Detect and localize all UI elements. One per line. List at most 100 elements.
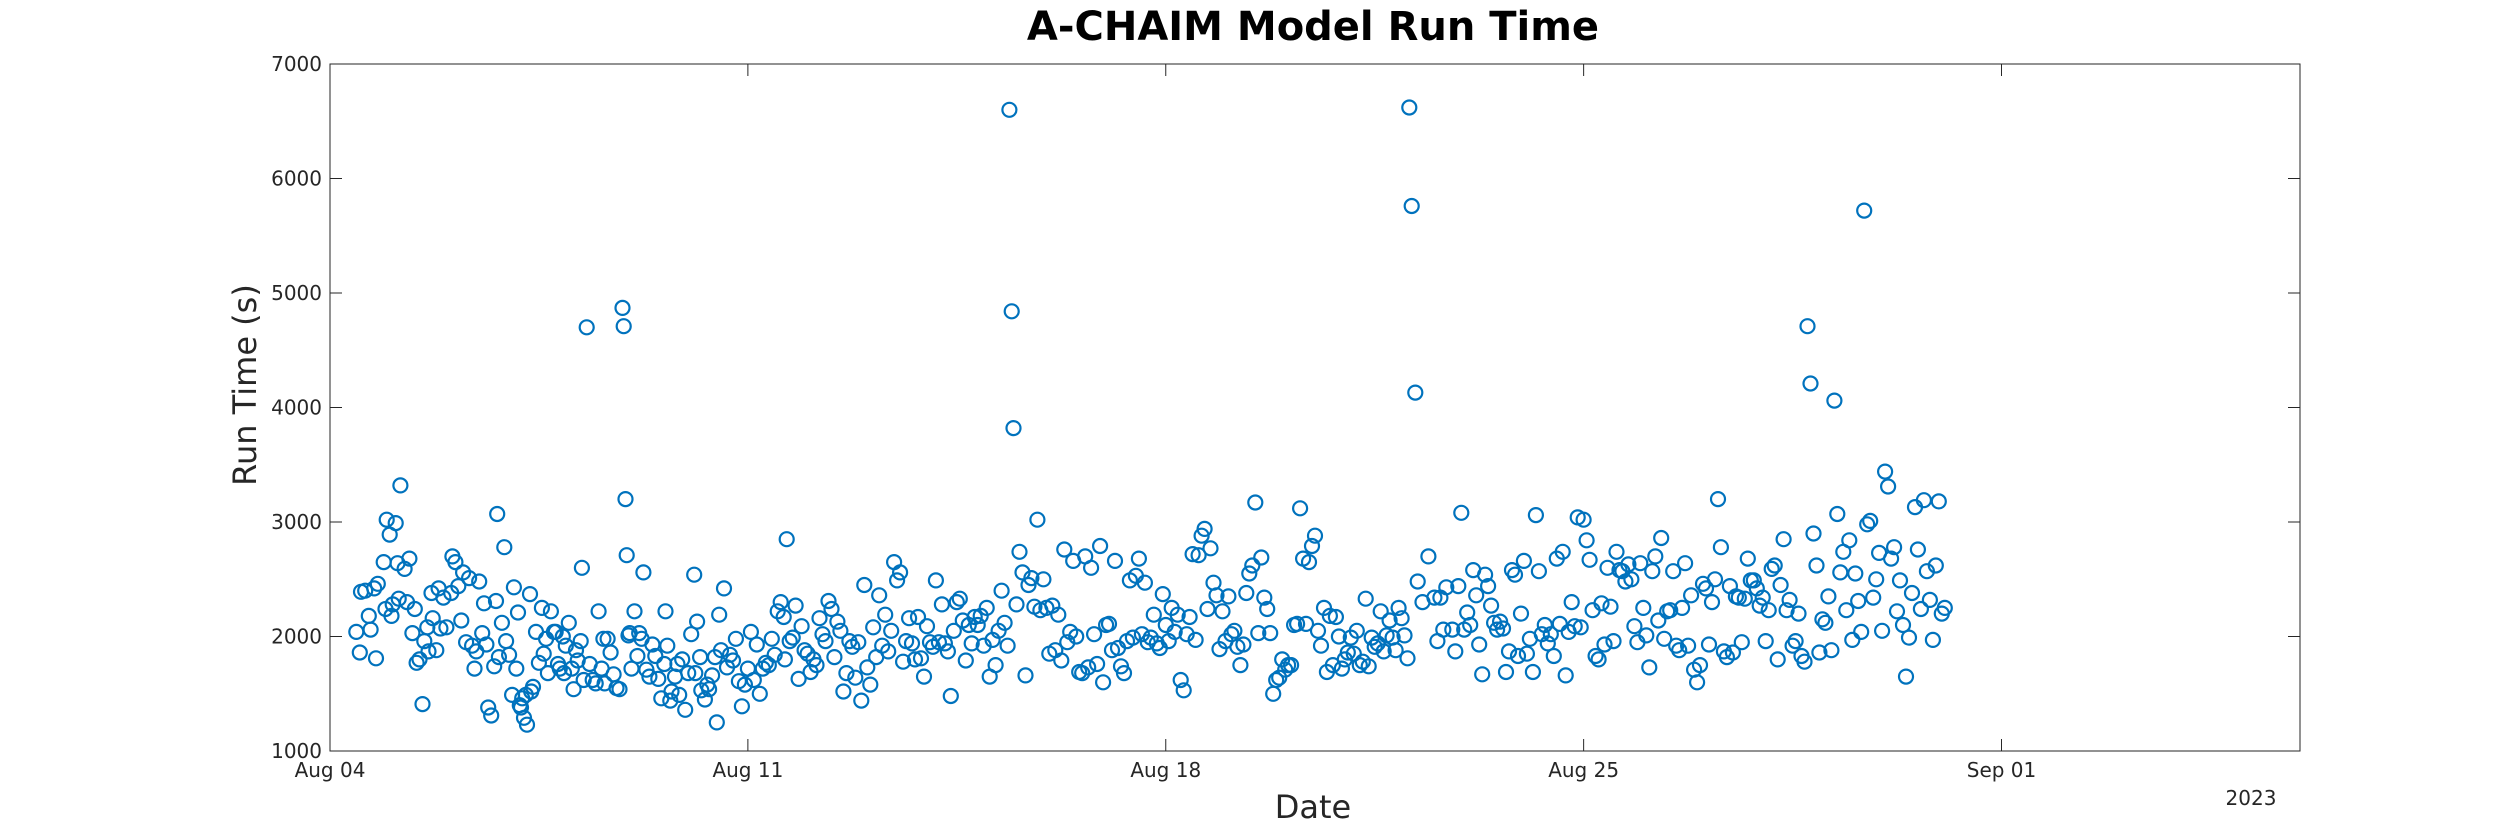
data-point — [1605, 632, 1622, 650]
data-point — [657, 603, 674, 620]
data-point — [1581, 551, 1598, 568]
data-point — [1868, 571, 1885, 588]
data-point — [1250, 624, 1267, 642]
data-point — [1085, 626, 1103, 643]
data-point — [683, 626, 700, 643]
data-point — [865, 619, 882, 636]
data-point — [832, 622, 849, 639]
data-point — [420, 643, 437, 660]
data-point — [453, 612, 470, 629]
chart-title: A-CHAIM Model Run Time — [1027, 4, 1599, 50]
data-point — [1781, 591, 1798, 609]
data-point — [727, 630, 745, 647]
data-point — [1348, 622, 1365, 639]
data-point — [1865, 589, 1882, 606]
data-point — [650, 670, 667, 688]
data-point — [1626, 618, 1643, 635]
data-point — [557, 637, 574, 654]
data-point — [1885, 539, 1903, 556]
data-point — [1393, 610, 1410, 627]
data-point — [362, 621, 379, 638]
data-point — [1256, 589, 1273, 606]
data-point — [590, 603, 607, 620]
data-point — [1330, 628, 1348, 645]
data-point — [1927, 557, 1944, 574]
data-point — [1145, 606, 1162, 623]
data-point — [615, 318, 632, 335]
data-point — [1635, 599, 1652, 617]
data-point — [766, 646, 783, 663]
y-tick-label: 2000 — [271, 625, 322, 649]
data-point — [424, 610, 441, 627]
data-point — [1608, 543, 1625, 560]
data-point — [674, 651, 691, 668]
data-point — [1745, 572, 1762, 589]
data-point — [1900, 629, 1918, 646]
data-point — [993, 582, 1010, 599]
data-point — [1471, 636, 1488, 653]
data-point — [1936, 599, 1953, 617]
year-label: 2023 — [2226, 786, 2277, 810]
data-point — [880, 643, 897, 660]
data-point — [1671, 642, 1688, 659]
data-point — [1468, 587, 1485, 604]
data-point — [1596, 636, 1613, 653]
y-axis-label: Run Time (s) — [226, 284, 264, 486]
data-point — [906, 651, 924, 668]
data-point — [1106, 552, 1124, 570]
data-point — [554, 628, 571, 645]
data-point — [778, 531, 795, 548]
data-point — [1838, 602, 1855, 619]
data-point — [533, 599, 551, 617]
data-point — [784, 629, 801, 646]
data-point — [763, 630, 780, 647]
data-point — [1814, 611, 1831, 628]
data-point — [1214, 603, 1231, 620]
data-point — [428, 642, 445, 659]
data-point — [1587, 647, 1604, 665]
data-point — [748, 636, 765, 653]
data-point — [671, 686, 688, 704]
data-point — [1602, 598, 1619, 615]
data-point — [742, 623, 760, 641]
data-point — [1479, 577, 1497, 595]
data-point — [1653, 529, 1670, 547]
data-point — [641, 668, 658, 685]
data-point — [369, 575, 386, 592]
data-point — [1524, 663, 1542, 681]
data-point — [1011, 543, 1028, 560]
data-point — [1802, 375, 1819, 392]
data-point — [1357, 590, 1374, 607]
data-point — [1407, 384, 1424, 401]
data-point — [618, 547, 635, 564]
data-point — [1300, 553, 1318, 571]
data-point — [1712, 539, 1730, 556]
data-point — [853, 692, 870, 709]
y-tick-label: 4000 — [271, 396, 322, 420]
data-point — [542, 603, 560, 620]
x-tick-label: Aug 11 — [712, 758, 783, 782]
data-point — [1921, 591, 1939, 609]
data-point — [450, 577, 467, 595]
data-point — [1930, 493, 1947, 510]
data-point — [724, 652, 742, 669]
data-point — [1154, 585, 1171, 603]
data-point — [1050, 606, 1067, 623]
data-point — [486, 658, 503, 675]
data-point — [999, 637, 1016, 654]
data-point — [1829, 505, 1846, 523]
data-point — [1288, 615, 1306, 633]
data-point — [1409, 573, 1426, 590]
data-point — [1817, 614, 1834, 631]
data-point — [1647, 548, 1664, 565]
data-point — [912, 650, 930, 667]
data-point — [483, 707, 500, 724]
data-point — [888, 572, 906, 589]
data-point — [781, 632, 798, 650]
data-point — [1799, 318, 1816, 335]
data-point — [1730, 589, 1747, 606]
data-point — [1903, 584, 1921, 602]
data-point — [1879, 478, 1897, 495]
data-point — [1733, 634, 1750, 651]
data-point — [1754, 589, 1771, 606]
